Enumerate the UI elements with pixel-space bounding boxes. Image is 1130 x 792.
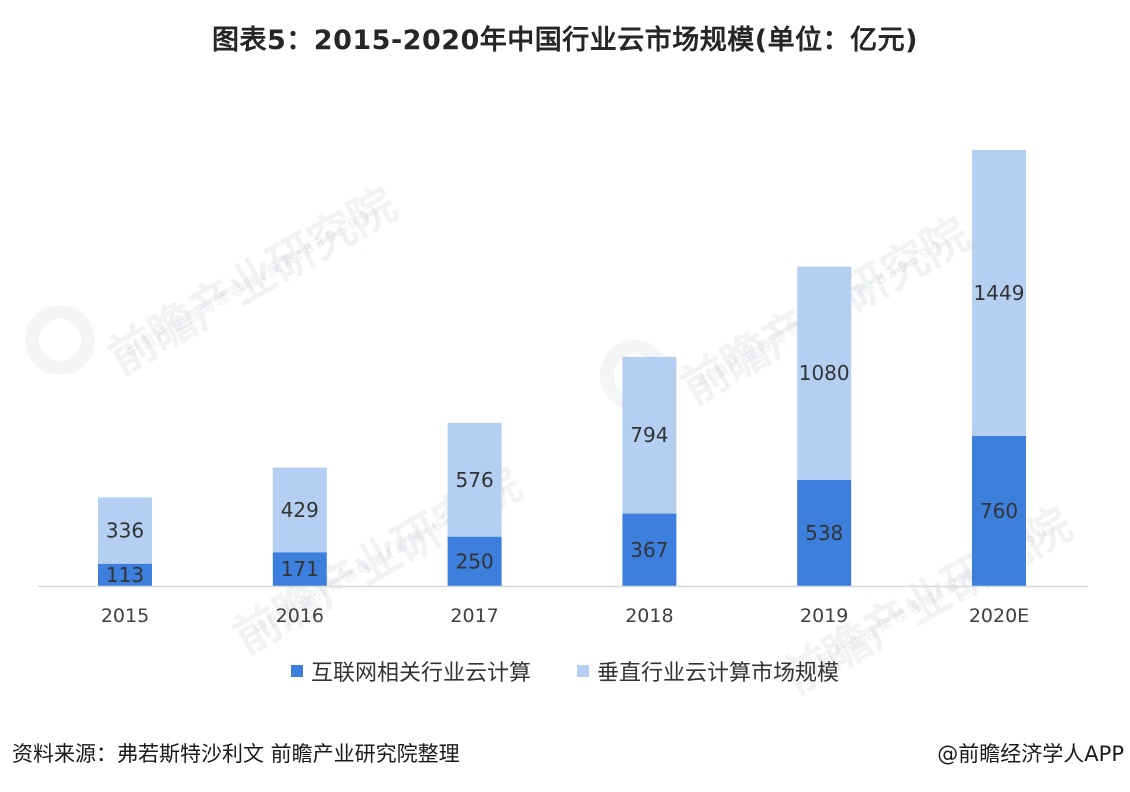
bar-internet-2017 [447, 536, 502, 586]
legend-label-internet: 互联网相关行业云计算 [310, 661, 531, 686]
data-label-internet-2019: 538 [805, 521, 843, 545]
x-tick-label-2019: 2019 [800, 605, 848, 627]
bar-internet-2016 [272, 552, 327, 586]
data-label-internet-2020E: 760 [980, 499, 1018, 523]
data-label-internet-2017: 250 [456, 549, 494, 573]
data-label-vertical-2018: 794 [630, 423, 668, 447]
data-label-internet-2018: 367 [630, 538, 668, 562]
data-label-internet-2016: 171 [281, 557, 319, 581]
bar-internet-2020E [972, 435, 1026, 586]
bar-internet-2015 [98, 563, 152, 586]
data-label-vertical-2015: 336 [106, 519, 144, 543]
legend-label-vertical: 垂直行业云计算市场规模 [597, 661, 840, 686]
credit-note: @前瞻经济学人APP [937, 742, 1124, 766]
bar-vertical-2017 [447, 422, 502, 537]
bar-vertical-2020E [972, 150, 1026, 436]
data-label-internet-2015: 113 [106, 563, 144, 587]
legend-swatch-vertical [577, 665, 589, 677]
bar-vertical-2018 [622, 356, 677, 514]
data-label-vertical-2019: 1080 [799, 361, 850, 385]
data-label-vertical-2020E: 1449 [974, 281, 1025, 305]
data-label-vertical-2016: 429 [281, 498, 319, 522]
chart-title: 图表5：2015-2020年中国行业云市场规模(单位：亿元) [212, 25, 918, 56]
legend: 互联网相关行业云计算 垂直行业云计算市场规模 [0, 655, 1130, 687]
bar-vertical-2016 [272, 467, 327, 553]
x-tick-label-2018: 2018 [625, 605, 673, 627]
bar-internet-2019 [797, 479, 852, 586]
data-label-vertical-2017: 576 [456, 468, 494, 492]
x-tick-label-2015: 2015 [101, 605, 149, 627]
source-note: 资料来源：弗若斯特沙利文 前瞻产业研究院整理 [12, 742, 460, 766]
legend-item-internet: 互联网相关行业云计算 [290, 655, 531, 687]
bar-vertical-2019 [797, 266, 852, 480]
x-tick-label-2016: 2016 [276, 605, 324, 627]
bar-vertical-2015 [98, 497, 152, 564]
legend-item-vertical: 垂直行业云计算市场规模 [577, 655, 839, 687]
x-tick-label-2017: 2017 [450, 605, 498, 627]
legend-swatch-internet [290, 665, 303, 677]
x-tick-label-2020E: 2020E [969, 605, 1029, 627]
bar-internet-2018 [622, 513, 677, 586]
